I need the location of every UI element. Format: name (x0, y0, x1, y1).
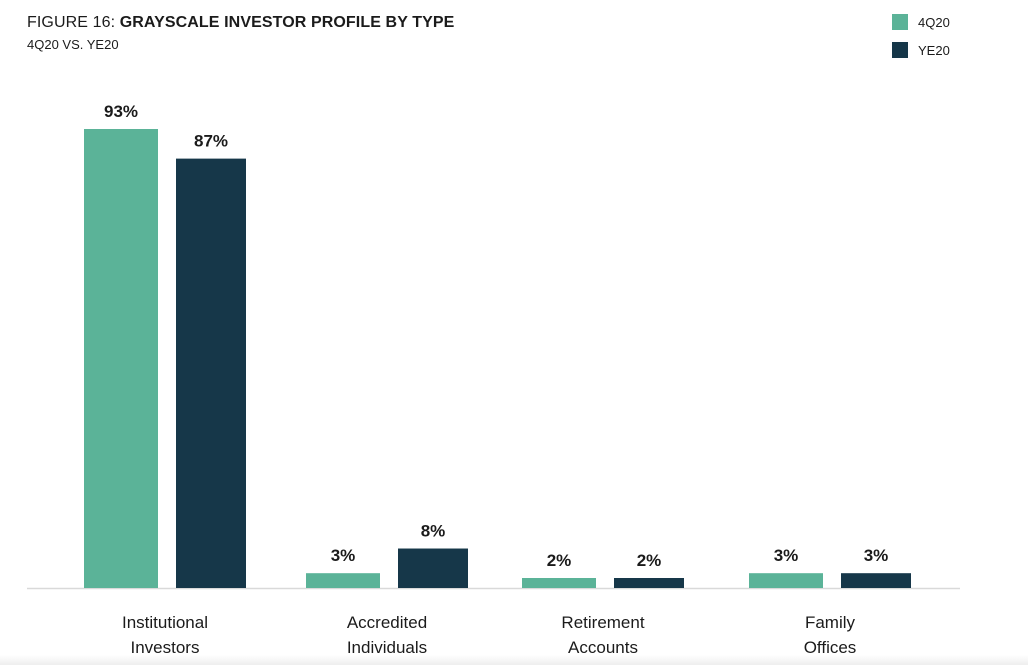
bar-family-offices-4q20 (749, 573, 823, 588)
legend-label-4q20: 4Q20 (918, 14, 950, 30)
bar-institutional-investors-4q20 (84, 129, 158, 588)
bar-accredited-individuals-ye20 (398, 548, 468, 588)
data-label-accredited-individuals-ye20: 8% (421, 522, 446, 541)
data-label-family-offices-ye20: 3% (864, 546, 889, 565)
category-label-retirement-accounts-line-1: Retirement (561, 613, 644, 632)
category-label-accredited-individuals-line-1: Accredited (347, 613, 427, 632)
category-label-retirement-accounts-line-2: Accounts (568, 638, 638, 657)
legend-swatch-ye20 (892, 42, 908, 58)
bottom-fade (0, 655, 1028, 665)
category-label-family-offices-line-2: Offices (804, 638, 857, 657)
data-label-institutional-investors-ye20: 87% (194, 132, 228, 151)
category-label-institutional-investors-line-1: Institutional (122, 613, 208, 632)
legend-item-4q20: 4Q20 (892, 14, 950, 30)
chart-title: FIGURE 16: GRAYSCALE INVESTOR PROFILE BY… (27, 14, 454, 32)
category-label-family-offices-line-1: Family (805, 613, 856, 632)
chart-legend: 4Q20 YE20 (892, 14, 950, 70)
category-label-institutional-investors-line-2: Investors (131, 638, 200, 657)
data-label-institutional-investors-4q20: 93% (104, 102, 138, 121)
legend-item-ye20: YE20 (892, 42, 950, 58)
chart-title-prefix: FIGURE 16: (27, 14, 120, 31)
bar-retirement-accounts-4q20 (522, 578, 596, 588)
chart-title-main: GRAYSCALE INVESTOR PROFILE BY TYPE (119, 14, 455, 31)
bar-accredited-individuals-4q20 (306, 573, 380, 588)
category-label-accredited-individuals-line-2: Individuals (347, 638, 427, 657)
chart-subtitle: 4Q20 VS. YE20 (27, 37, 119, 52)
bar-retirement-accounts-ye20 (614, 578, 684, 588)
bar-family-offices-ye20 (841, 573, 911, 588)
legend-label-ye20: YE20 (918, 42, 950, 58)
data-label-retirement-accounts-ye20: 2% (637, 551, 662, 570)
legend-swatch-4q20 (892, 14, 908, 30)
data-label-retirement-accounts-4q20: 2% (547, 551, 572, 570)
bar-institutional-investors-ye20 (176, 158, 246, 588)
data-label-family-offices-4q20: 3% (774, 546, 799, 565)
data-label-accredited-individuals-4q20: 3% (331, 546, 356, 565)
